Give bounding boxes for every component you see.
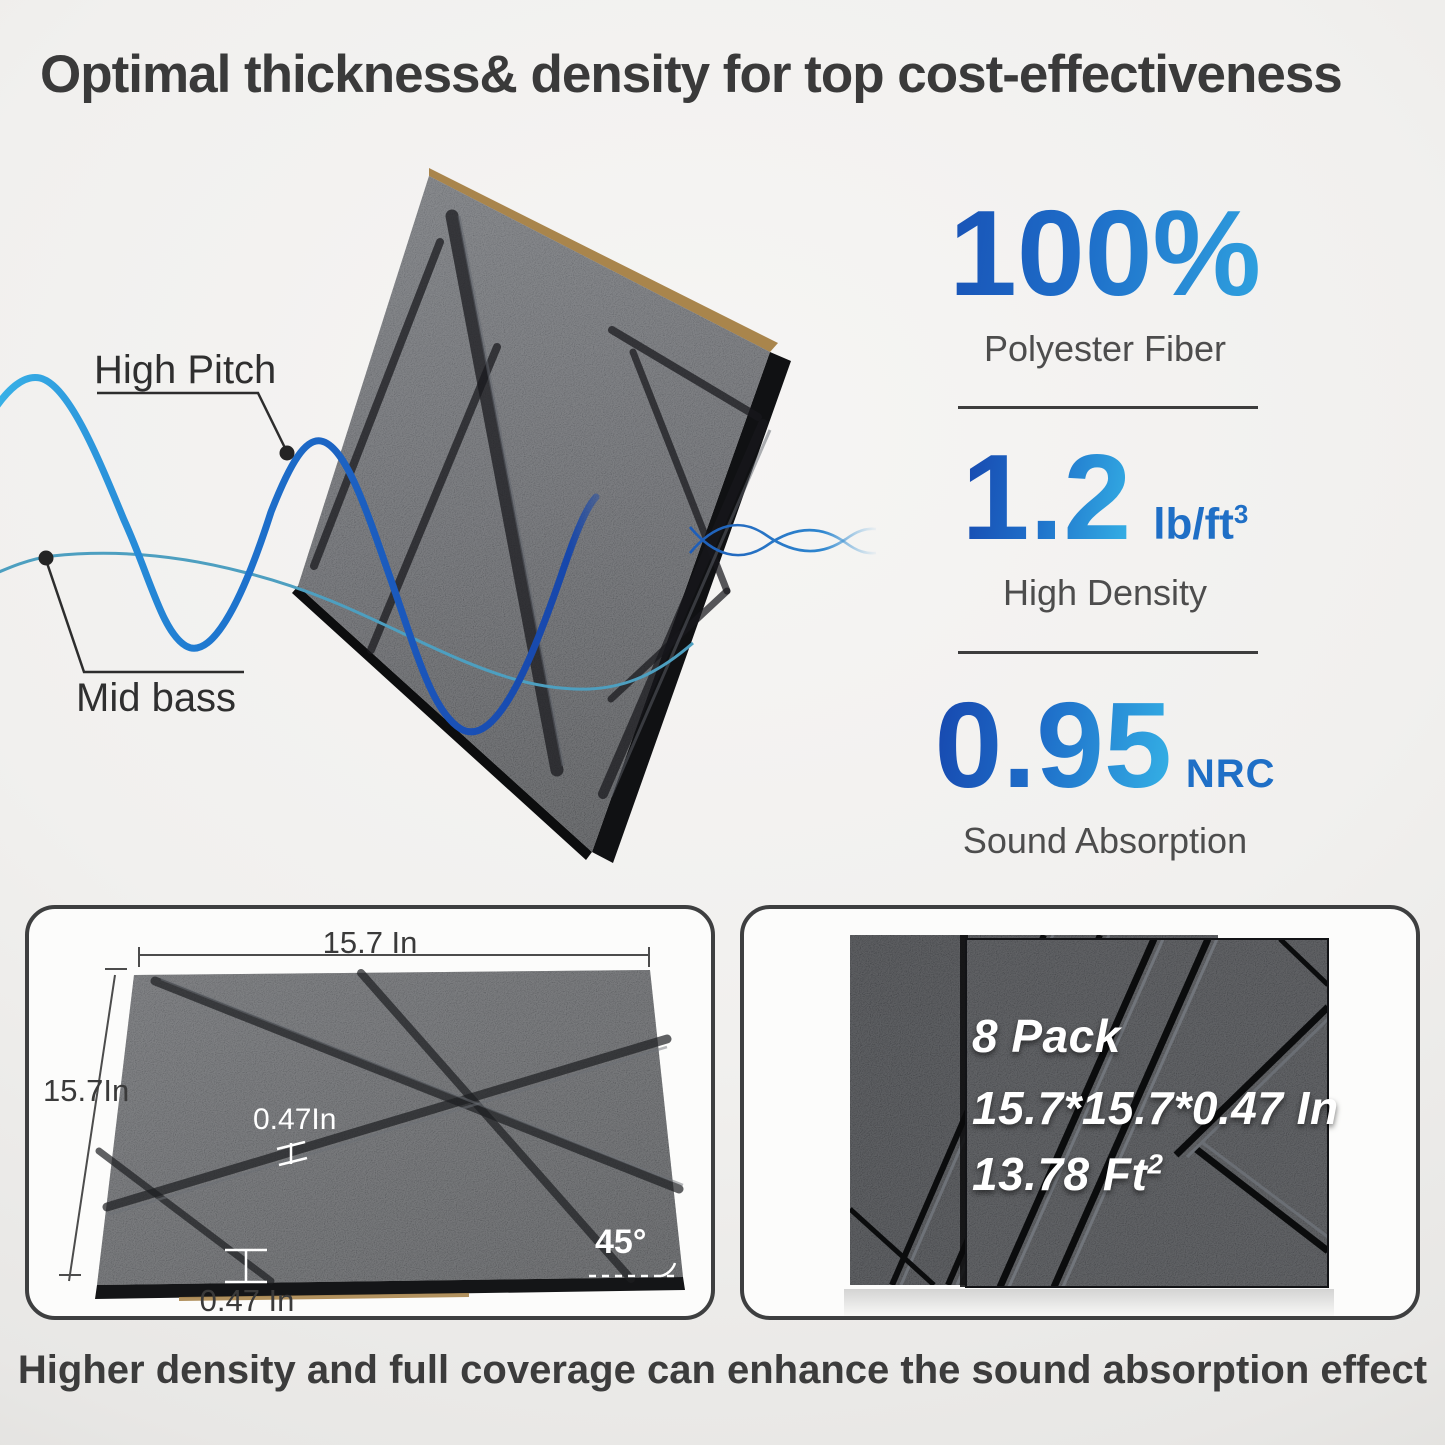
stat-density-unit: lb/ft3 bbox=[1153, 499, 1248, 550]
stat-absorption-unit: NRC bbox=[1185, 752, 1276, 796]
acoustic-panel-sound-wave-illustration bbox=[0, 168, 877, 863]
groove-highlights bbox=[457, 215, 772, 797]
high-pitch-wave bbox=[0, 373, 600, 736]
stat-density-label: High Density bbox=[1002, 571, 1208, 613]
mid-bass-point-marker bbox=[38, 550, 54, 566]
front-panel-outline bbox=[965, 938, 1329, 1288]
width-dimension-label: 15.7 In bbox=[322, 925, 418, 960]
pack-diagram bbox=[844, 935, 1334, 1316]
dim-groove-highlights bbox=[106, 977, 684, 1217]
dim-panel-grooves bbox=[95, 969, 684, 1285]
stat-absorption-value: 0.95 bbox=[934, 677, 1172, 813]
panel-reflection bbox=[844, 1289, 1334, 1316]
stat-sound-absorption: 0.95 NRC Sound Absorption bbox=[890, 677, 1320, 862]
stat-density-unit-text: lb/ft bbox=[1153, 500, 1234, 549]
stat-fiber-value: 100% bbox=[890, 192, 1320, 314]
stat-polyester-fiber: 100% Polyester Fiber bbox=[890, 192, 1320, 370]
bevel-angle-label: 45° bbox=[595, 1223, 647, 1261]
pack-size-label: 15.7*15.7*0.47 In bbox=[972, 1082, 1339, 1134]
pack-area-text: 13.78 Ft bbox=[972, 1148, 1148, 1200]
dimension-lines bbox=[59, 947, 650, 1282]
thickness-dimension-label: 0.47In bbox=[253, 1103, 337, 1136]
thickness-markers bbox=[225, 1140, 679, 1284]
pack-box: 8 Pack 15.7*15.7*0.47 In 13.78 Ft2 bbox=[740, 905, 1420, 1320]
stat-density-value: 1.2 bbox=[961, 429, 1132, 565]
panel-gap-shadow bbox=[960, 935, 968, 1287]
mid-bass-label: Mid bass bbox=[76, 676, 237, 720]
height-dimension-label: 15.7In bbox=[43, 1073, 130, 1108]
footer-caption: Higher density and full coverage can enh… bbox=[17, 1348, 1428, 1392]
pack-area-sup: 2 bbox=[1147, 1148, 1164, 1180]
pack-count-label: 8 Pack bbox=[972, 1010, 1121, 1062]
front-panel-pattern bbox=[996, 939, 1328, 1287]
stat-divider bbox=[958, 406, 1258, 409]
stat-high-density: 1.2 lb/ft3 High Density bbox=[890, 429, 1320, 614]
dimension-diagram bbox=[59, 947, 685, 1301]
attenuated-waves bbox=[688, 523, 877, 557]
label-leader-lines bbox=[44, 391, 289, 674]
stat-density-unit-sup: 3 bbox=[1233, 499, 1249, 530]
dimension-box: 15.7 In 15.7In 0.47In 0.47 In 45° bbox=[25, 905, 715, 1320]
page-title: Optimal thickness& density for top cost-… bbox=[40, 45, 1343, 104]
panel-grooves bbox=[310, 209, 768, 799]
panel-backing-edge bbox=[429, 168, 778, 352]
bottom-thickness-label: 0.47 In bbox=[199, 1283, 295, 1318]
dim-panel-texture bbox=[97, 970, 683, 1285]
high-pitch-point-marker bbox=[279, 445, 295, 461]
stat-absorption-label: Sound Absorption bbox=[962, 819, 1248, 861]
high-pitch-label: High Pitch bbox=[94, 348, 277, 392]
pack-area-label: 13.78 Ft2 bbox=[972, 1147, 1163, 1201]
stat-divider bbox=[958, 651, 1258, 654]
panel-bottom-face bbox=[292, 586, 592, 860]
dim-panel-backing bbox=[179, 1293, 469, 1301]
dim-panel-edge bbox=[95, 1277, 685, 1299]
stat-fiber-label: Polyester Fiber bbox=[983, 327, 1227, 369]
